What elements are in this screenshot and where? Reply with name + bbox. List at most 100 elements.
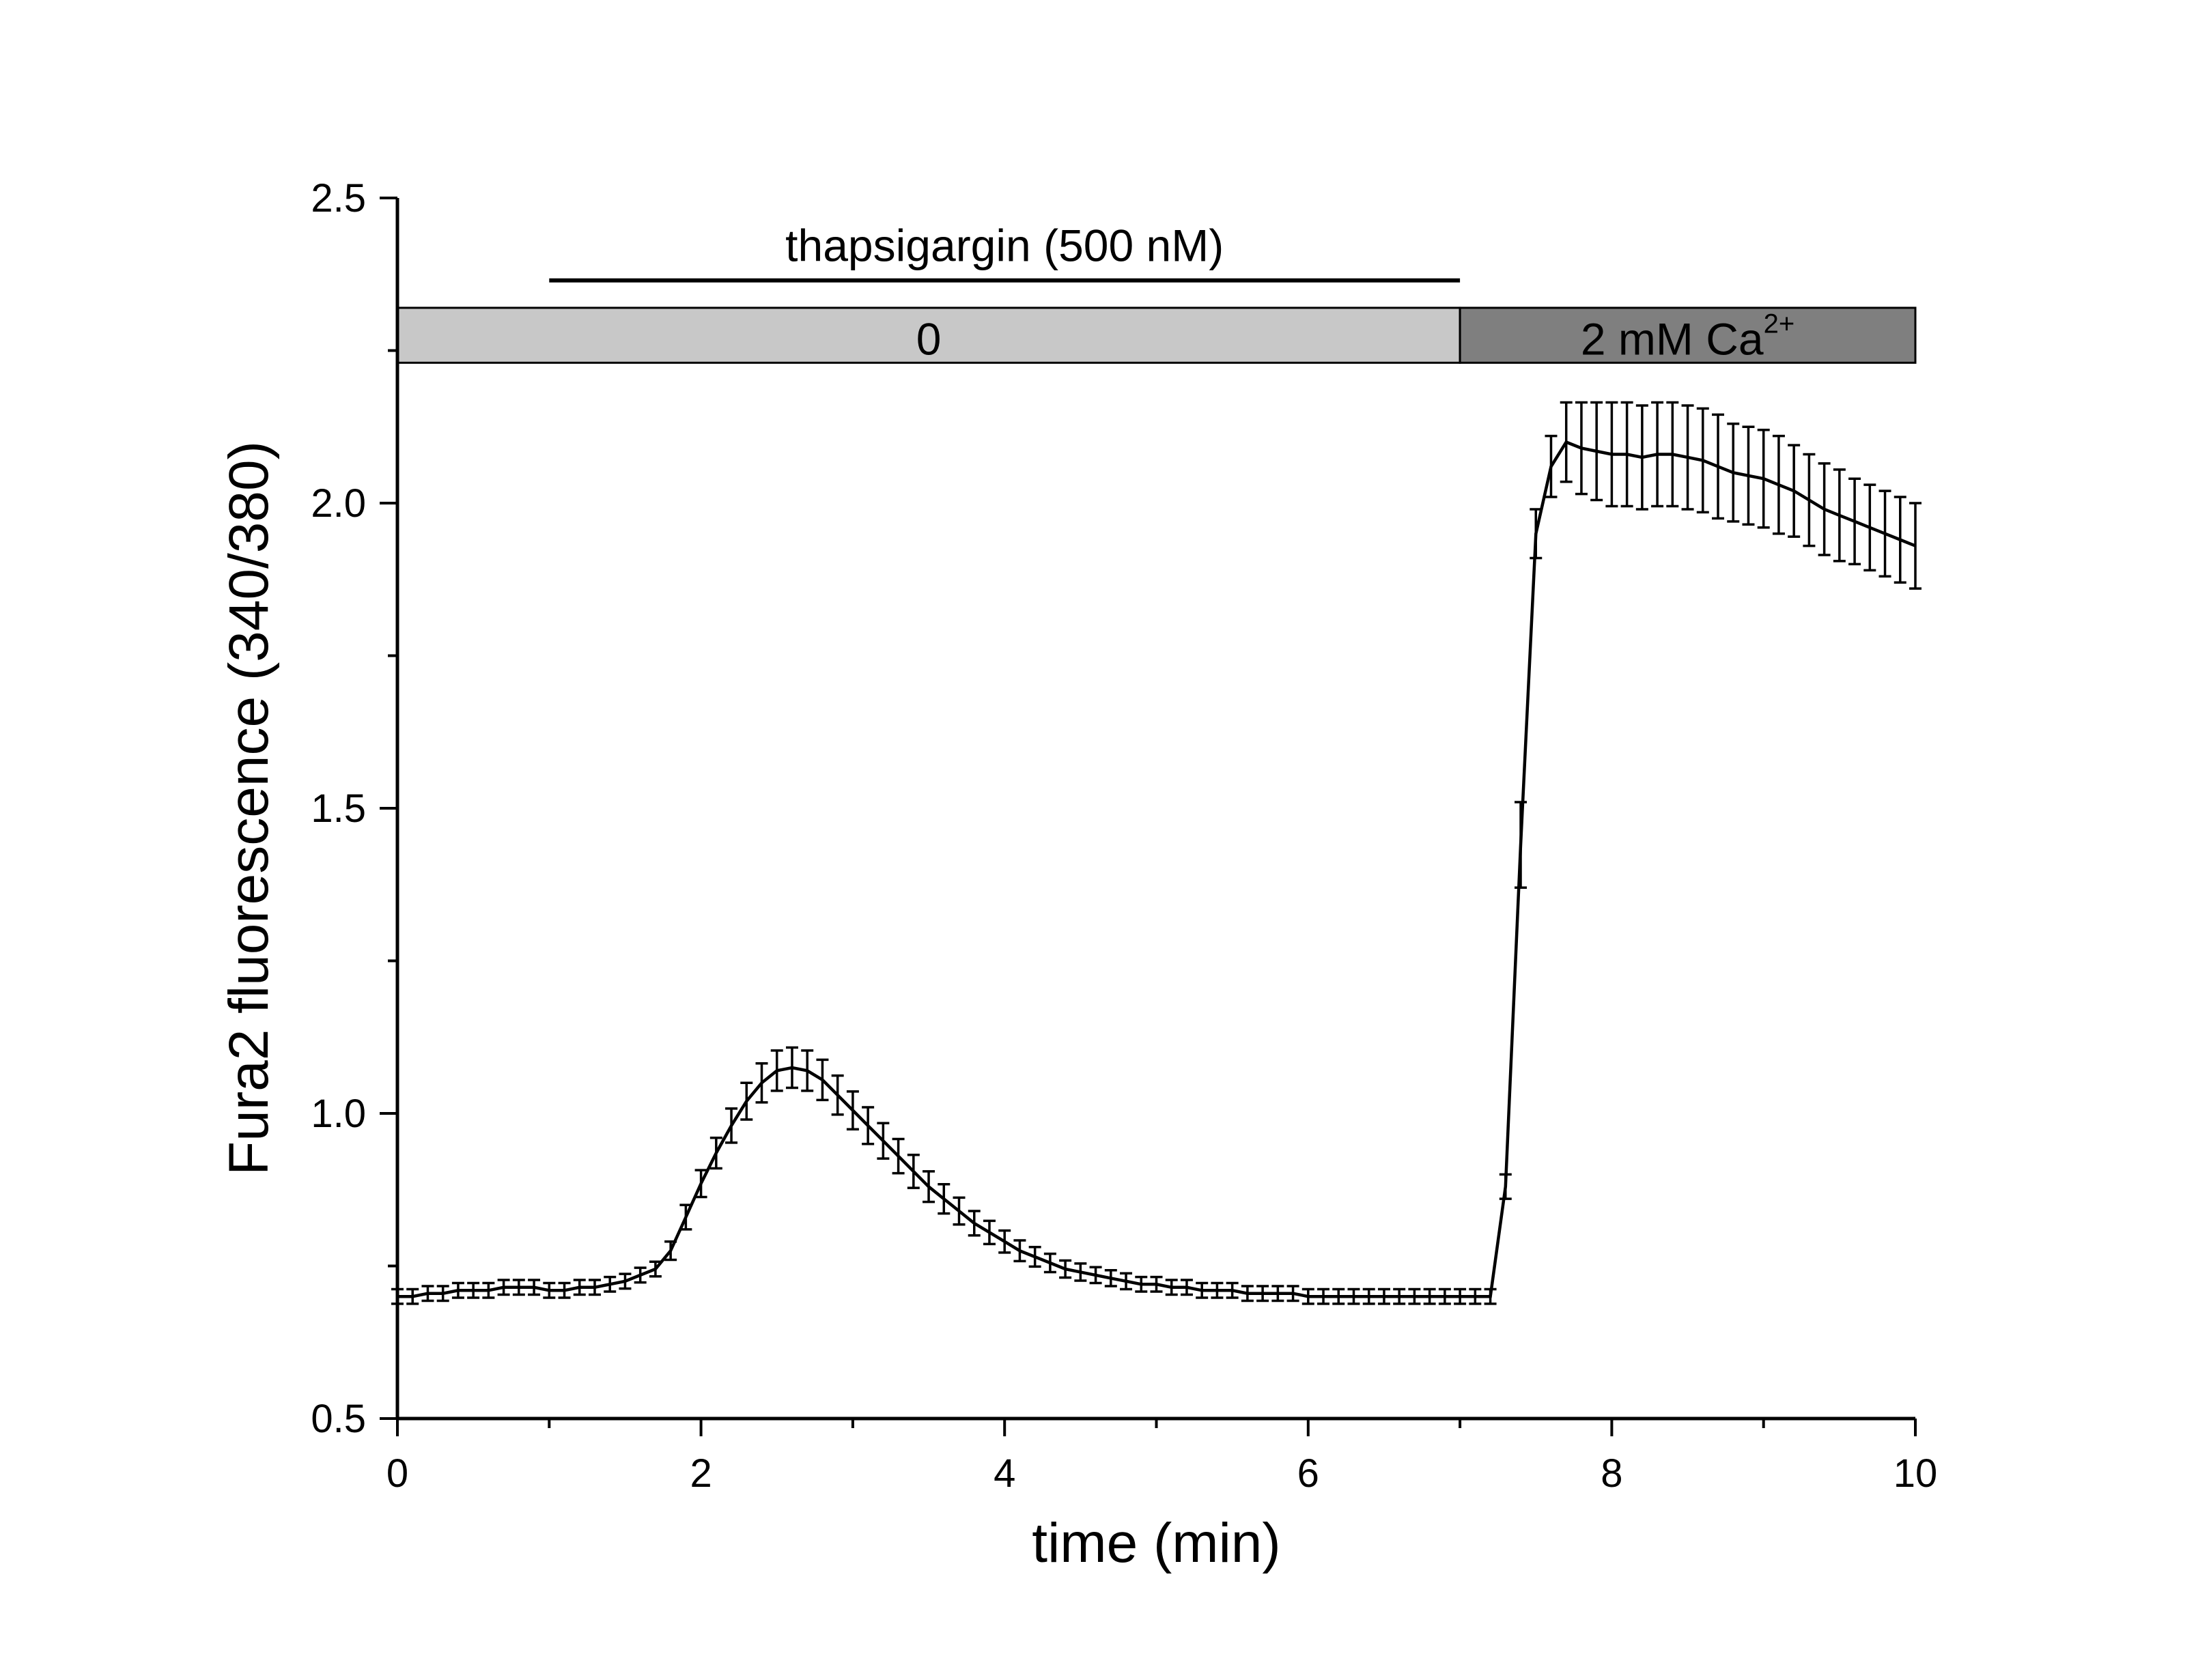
x-tick-label: 0 bbox=[386, 1451, 408, 1496]
error-bar bbox=[634, 1266, 647, 1284]
error-bar bbox=[923, 1170, 935, 1204]
error-bar bbox=[1772, 434, 1785, 535]
error-bar bbox=[1605, 401, 1618, 508]
error-bar bbox=[1560, 401, 1573, 483]
error-bar bbox=[512, 1279, 525, 1296]
series-line-0 bbox=[397, 440, 1916, 1298]
error-bar bbox=[619, 1272, 632, 1290]
error-bar bbox=[1803, 453, 1816, 547]
error-bar bbox=[1104, 1269, 1117, 1287]
error-bar bbox=[1742, 425, 1755, 526]
error-bar bbox=[1681, 404, 1694, 511]
error-bar bbox=[1818, 462, 1831, 556]
error-bar bbox=[1074, 1262, 1087, 1282]
error-bar bbox=[1499, 1173, 1512, 1200]
condition-label-1: 2 mM Ca2+ bbox=[1581, 309, 1794, 364]
error-bar bbox=[1909, 502, 1922, 590]
plot-area: 0 2 mM Ca2+ thapsigargin (500 nM) bbox=[391, 220, 1922, 1305]
error-bar bbox=[1362, 1287, 1375, 1305]
y-axis-title: Fura2 fluorescence (340/380) bbox=[218, 441, 280, 1176]
drug-label: thapsigargin (500 nM) bbox=[785, 220, 1224, 271]
error-bar bbox=[1089, 1266, 1102, 1285]
error-bar bbox=[1286, 1285, 1299, 1302]
condition-label-text-1: 2 mM Ca bbox=[1581, 313, 1764, 364]
error-bar bbox=[1575, 401, 1588, 496]
error-bar bbox=[816, 1058, 829, 1102]
error-bar bbox=[573, 1279, 586, 1296]
error-bar bbox=[709, 1137, 722, 1170]
error-bar bbox=[1013, 1239, 1026, 1263]
axes: 0 2 4 6 8 10 0.5 1.0 1.5 2.0 2.5 bbox=[311, 176, 1937, 1496]
x-tick-label: 2 bbox=[690, 1451, 712, 1496]
x-axis-title: time (min) bbox=[1032, 1512, 1280, 1574]
y-tick-label: 1.5 bbox=[311, 786, 366, 831]
error-bar bbox=[1317, 1287, 1330, 1305]
x-tick-label: 6 bbox=[1297, 1451, 1319, 1496]
error-bar bbox=[694, 1169, 707, 1199]
error-bar bbox=[1347, 1287, 1360, 1305]
error-bar bbox=[604, 1275, 617, 1293]
error-bar bbox=[1301, 1287, 1314, 1305]
error-bar bbox=[679, 1204, 692, 1231]
y-tick-label: 1.0 bbox=[311, 1092, 366, 1136]
error-bar bbox=[1423, 1287, 1436, 1305]
error-bar bbox=[1894, 496, 1906, 584]
error-bar bbox=[1878, 489, 1891, 578]
error-bar bbox=[1256, 1285, 1269, 1302]
y-tick-label: 0.5 bbox=[311, 1397, 366, 1441]
error-bar bbox=[1454, 1287, 1467, 1305]
error-bar bbox=[588, 1279, 601, 1296]
error-bar bbox=[1833, 468, 1846, 563]
x-tick-label: 8 bbox=[1601, 1451, 1622, 1496]
error-bar bbox=[1408, 1287, 1421, 1305]
error-bar bbox=[421, 1285, 434, 1302]
error-bar bbox=[1712, 413, 1725, 520]
x-tick-label: 10 bbox=[1894, 1451, 1938, 1496]
error-bar bbox=[1226, 1281, 1239, 1299]
error-bar bbox=[528, 1279, 541, 1296]
condition-label-0: 0 bbox=[916, 313, 942, 364]
error-bar bbox=[740, 1081, 753, 1121]
error-bar bbox=[1180, 1279, 1193, 1296]
error-bar bbox=[1028, 1246, 1041, 1268]
error-bar bbox=[1377, 1287, 1390, 1305]
error-bar bbox=[1484, 1287, 1497, 1305]
error-bar bbox=[998, 1229, 1011, 1254]
error-bar bbox=[1211, 1281, 1224, 1299]
error-bar bbox=[664, 1240, 677, 1262]
error-bar bbox=[497, 1279, 510, 1296]
error-bar bbox=[1651, 401, 1664, 508]
error-bar bbox=[1135, 1275, 1148, 1293]
error-bar bbox=[1332, 1287, 1345, 1305]
error-bar bbox=[1241, 1285, 1254, 1302]
error-bar bbox=[1120, 1272, 1133, 1291]
error-bar bbox=[1666, 401, 1679, 508]
condition-label-sup-1: 2+ bbox=[1764, 309, 1795, 339]
error-bar bbox=[1150, 1275, 1163, 1293]
error-bar bbox=[953, 1196, 966, 1226]
error-bar bbox=[406, 1287, 419, 1305]
error-bar bbox=[1043, 1252, 1056, 1274]
error-bar bbox=[1545, 434, 1558, 498]
y-tick-label: 2.5 bbox=[311, 176, 366, 220]
condition-label-text-0: 0 bbox=[916, 313, 942, 364]
error-bar bbox=[755, 1062, 768, 1104]
error-bar bbox=[938, 1182, 951, 1215]
error-bar bbox=[983, 1219, 996, 1246]
error-bar bbox=[1590, 401, 1603, 502]
error-bar bbox=[1696, 407, 1709, 514]
error-bar bbox=[558, 1281, 571, 1299]
error-bar bbox=[482, 1281, 495, 1299]
error-bar bbox=[1530, 508, 1543, 560]
error-bar bbox=[451, 1281, 464, 1299]
error-bar bbox=[1727, 423, 1740, 523]
error-bar bbox=[1165, 1279, 1178, 1296]
error-bar bbox=[467, 1281, 480, 1299]
error-bar bbox=[1848, 477, 1861, 566]
error-bar bbox=[877, 1122, 890, 1160]
condition-bar-1 bbox=[1459, 307, 1917, 364]
error-bar bbox=[831, 1074, 844, 1116]
error-bar bbox=[1515, 801, 1528, 889]
error-bar bbox=[1788, 444, 1801, 538]
y-tick-label: 2.0 bbox=[311, 481, 366, 526]
